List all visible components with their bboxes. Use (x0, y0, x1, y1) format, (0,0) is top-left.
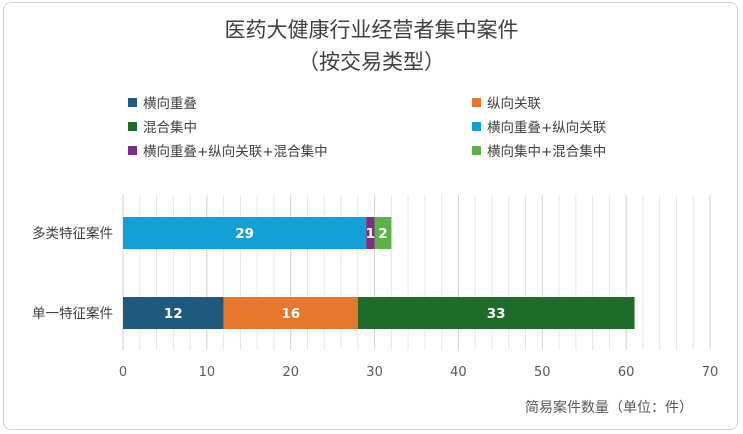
bar-segment (123, 217, 367, 249)
bar-data-label: 12 (164, 306, 183, 322)
x-tick-label: 0 (119, 365, 127, 380)
bar-segment (223, 297, 358, 329)
x-tick-label: 20 (282, 365, 299, 380)
bar-data-label: 29 (235, 226, 254, 242)
x-tick-label: 30 (366, 365, 383, 380)
legend-swatch (472, 97, 481, 107)
bar-data-label: 16 (281, 306, 300, 322)
legend-item: 纵向关联 (472, 92, 541, 112)
x-tick-label: 60 (618, 365, 635, 380)
bar-segment (366, 217, 375, 249)
legend-label: 横向集中+混合集中 (487, 144, 607, 160)
bar-data-label: 2 (378, 226, 387, 242)
legend-swatch (128, 121, 137, 131)
chart-title: 医药大健康行业经营者集中案件 (224, 18, 519, 42)
x-axis-title: 简易案件数量（单位：件） (525, 399, 693, 416)
legend-item: 横向集中+混合集中 (472, 140, 606, 160)
legend-label: 混合集中 (143, 120, 197, 136)
chart-frame (3, 2, 738, 430)
x-tick-label: 50 (534, 365, 551, 380)
legend-item: 横向重叠+纵向关联 (472, 116, 606, 136)
legend-label: 横向重叠+纵向关联 (487, 120, 607, 136)
x-tick-label: 40 (450, 365, 467, 380)
legend-item: 混合集中 (128, 116, 197, 136)
legend-label: 纵向关联 (487, 96, 541, 112)
legend-item: 横向重叠+纵向关联+混合集中 (128, 140, 328, 160)
bar-segment (374, 217, 392, 249)
legend-swatch (128, 145, 137, 155)
legend-item: 横向重叠 (128, 92, 197, 112)
y-category-label: 单一特征案件 (32, 305, 113, 322)
x-tick-label: 10 (199, 365, 216, 380)
chart-subtitle: （按交易类型） (298, 50, 445, 74)
bar-data-label: 1 (366, 226, 375, 242)
legend-swatch (128, 97, 137, 107)
legend-label: 横向重叠 (143, 96, 197, 112)
legend-label: 横向重叠+纵向关联+混合集中 (143, 144, 328, 160)
x-tick-label: 70 (702, 365, 719, 380)
bar-data-label: 33 (487, 306, 506, 322)
bar-segment (357, 297, 635, 329)
legend-swatch (472, 121, 481, 131)
bar-segment (123, 297, 224, 329)
legend-swatch (472, 145, 481, 155)
y-category-label: 多类特征案件 (32, 225, 113, 242)
